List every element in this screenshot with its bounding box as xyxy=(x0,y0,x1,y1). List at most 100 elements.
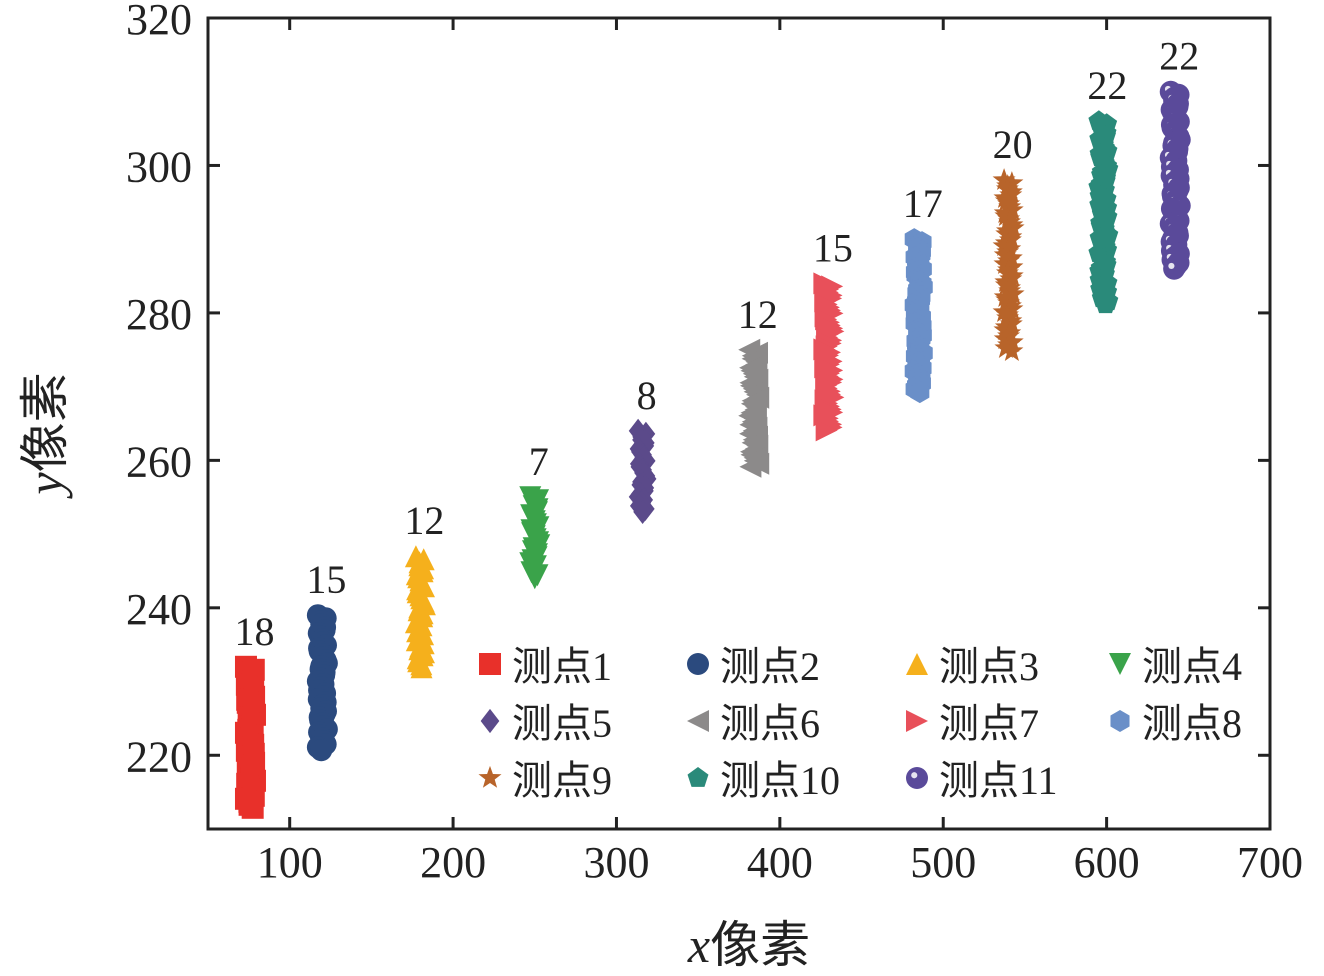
legend-item-7: 测点7 xyxy=(906,701,1039,746)
legend-item-8: 测点8 xyxy=(1110,701,1242,746)
legend-item-5: 测点5 xyxy=(480,701,612,746)
series-9-point xyxy=(1000,297,1024,319)
series-9-point xyxy=(992,300,1016,322)
x-tick-label: 500 xyxy=(910,838,976,887)
series-9-point xyxy=(993,252,1017,274)
legend-label-10: 测点10 xyxy=(720,758,840,803)
series-9 xyxy=(992,168,1025,361)
series-11-point xyxy=(1163,257,1186,280)
y-tick-label: 220 xyxy=(126,732,192,781)
x-tick-label: 400 xyxy=(747,838,813,887)
legend-marker-4 xyxy=(1109,653,1131,675)
legend-label-3: 测点3 xyxy=(939,644,1039,689)
legend-label-1: 测点1 xyxy=(512,644,612,689)
series-5 xyxy=(628,418,657,524)
legend-item-2: 测点2 xyxy=(687,644,820,689)
plot-frame xyxy=(206,16,1272,831)
data-label-9: 20 xyxy=(993,122,1033,167)
legend-label-5: 测点5 xyxy=(512,701,612,746)
legend-item-11: 测点11 xyxy=(906,758,1058,803)
legend-label-6: 测点6 xyxy=(720,701,820,746)
legend-item-10: 测点10 xyxy=(687,758,840,803)
series-9-point xyxy=(1000,339,1024,361)
data-label-7: 15 xyxy=(813,225,853,270)
data-labels: 18 15 12 7 8 12 15 17 20 22 22 xyxy=(234,34,1199,654)
x-axis-title: x像素 xyxy=(687,917,810,973)
series-9-point xyxy=(995,177,1019,199)
data-label-10: 22 xyxy=(1087,63,1127,108)
axes: 100 200 300 400 500 600 700 220 240 260 280 300 320 x… xyxy=(17,0,1303,973)
x-tick-label: 300 xyxy=(583,838,649,887)
series-8-point xyxy=(910,381,930,404)
y-tick-label: 300 xyxy=(126,142,192,191)
series-2 xyxy=(306,604,338,762)
series-1-point xyxy=(241,796,264,819)
series-9-point xyxy=(1001,282,1025,304)
series-9-point xyxy=(999,312,1023,334)
data-label-6: 12 xyxy=(738,292,778,337)
series-6 xyxy=(738,338,770,478)
series-9-point xyxy=(999,183,1023,205)
series-9-point xyxy=(995,261,1019,283)
series-9-point xyxy=(994,273,1018,295)
data-label-1: 18 xyxy=(234,609,274,654)
legend-marker-11 xyxy=(906,767,928,789)
legend-label-9: 测点9 xyxy=(512,758,612,803)
series-1 xyxy=(234,655,266,819)
series-9-point xyxy=(1001,216,1025,238)
series-9-point xyxy=(1000,198,1024,220)
series-2-point xyxy=(310,739,333,762)
series-10-point xyxy=(1095,293,1117,314)
data-label-3: 12 xyxy=(404,498,444,543)
series-7-point xyxy=(815,419,838,442)
series-8 xyxy=(904,228,933,404)
legend: 测点1 测点2 测点3 测点4 测点5 测点6 测点7 测点8 测点9 测点10 测点11 xyxy=(478,644,1242,803)
series-5-point xyxy=(633,499,652,524)
legend-marker-9 xyxy=(478,765,502,788)
series-4 xyxy=(519,486,551,590)
legend-marker-2 xyxy=(687,653,709,675)
data-label-11: 22 xyxy=(1159,34,1199,79)
legend-label-11: 测点11 xyxy=(939,758,1058,803)
legend-marker-1 xyxy=(479,653,501,675)
x-tick-label: 200 xyxy=(420,838,486,887)
legend-marker-7 xyxy=(906,710,928,732)
y-axis-title: y像素 xyxy=(17,372,73,499)
legend-label-7: 测点7 xyxy=(939,701,1039,746)
series-4-point xyxy=(523,567,546,590)
series-3 xyxy=(404,545,436,679)
series-7 xyxy=(813,272,845,442)
series-9-point xyxy=(992,168,1016,190)
legend-label-2: 测点2 xyxy=(720,644,820,689)
legend-marker-8 xyxy=(1110,710,1130,732)
data-label-4: 7 xyxy=(529,439,549,484)
series-3-point xyxy=(410,656,433,679)
legend-label-8: 测点8 xyxy=(1142,701,1242,746)
legend-marker-6 xyxy=(687,710,709,732)
y-tick-label: 240 xyxy=(126,585,192,634)
series-9-point xyxy=(992,234,1016,256)
legend-marker-3 xyxy=(906,653,928,675)
series-layer xyxy=(234,80,1191,819)
legend-marker-5 xyxy=(480,708,500,734)
legend-label-4: 测点4 xyxy=(1142,644,1242,689)
series-9-point xyxy=(998,228,1022,250)
y-tick-label: 320 xyxy=(126,0,192,44)
x-tick-label: 100 xyxy=(257,838,323,887)
legend-item-9: 测点9 xyxy=(478,758,612,803)
series-10 xyxy=(1088,110,1119,314)
legend-item-6: 测点6 xyxy=(687,701,820,746)
legend-item-1: 测点1 xyxy=(479,644,612,689)
data-label-5: 8 xyxy=(637,373,657,418)
x-tick-label: 700 xyxy=(1237,838,1303,887)
series-9-point xyxy=(999,267,1023,289)
series-9-point xyxy=(998,279,1022,301)
series-11 xyxy=(1159,80,1191,280)
x-tick-label: 600 xyxy=(1074,838,1140,887)
legend-marker-10 xyxy=(687,767,709,787)
legend-item-4: 测点4 xyxy=(1109,644,1242,689)
series-6-point xyxy=(739,455,762,478)
data-label-2: 15 xyxy=(306,557,346,602)
data-label-8: 17 xyxy=(903,181,943,226)
